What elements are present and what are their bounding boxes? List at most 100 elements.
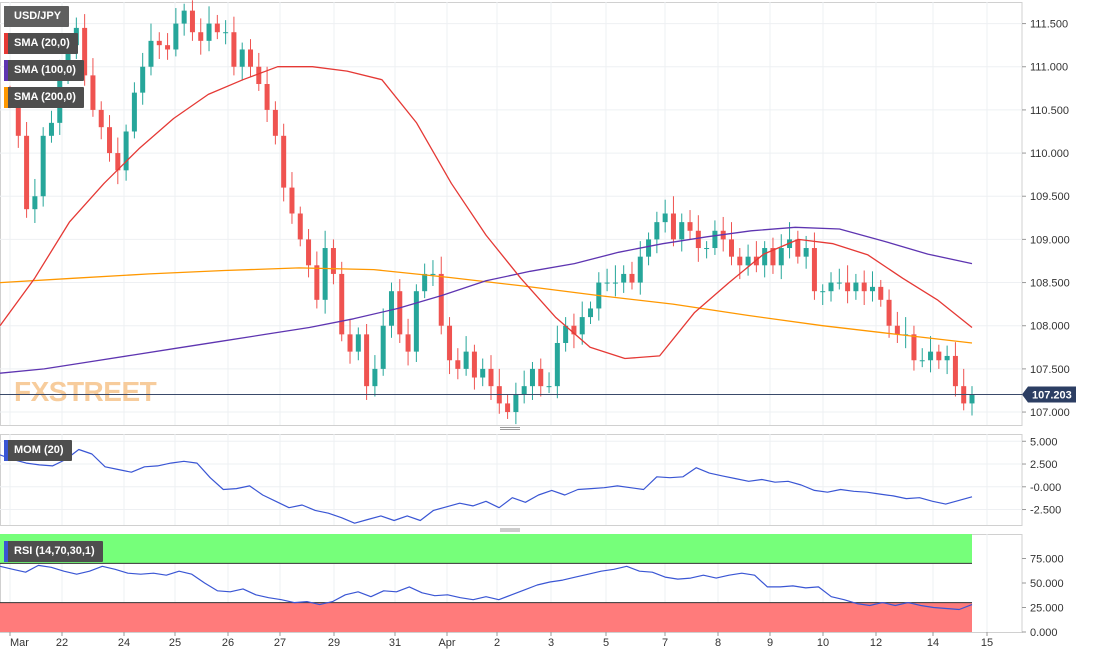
candle bbox=[944, 345, 950, 375]
candle bbox=[521, 370, 527, 404]
candle bbox=[529, 361, 535, 400]
candle-body bbox=[654, 222, 660, 240]
y-tick-label: 111.000 bbox=[1030, 62, 1068, 74]
candle-body bbox=[198, 32, 204, 41]
candle-body bbox=[936, 351, 942, 361]
candle bbox=[612, 265, 618, 297]
candle bbox=[513, 382, 519, 425]
candle-body bbox=[612, 282, 618, 284]
candle-body bbox=[115, 153, 121, 171]
candle-body bbox=[447, 325, 453, 361]
candle bbox=[281, 123, 287, 202]
candle bbox=[32, 178, 38, 223]
last-price-tag bbox=[1022, 386, 1076, 403]
rsi-label[interactable]: RSI (14,70,30,1) bbox=[4, 541, 103, 562]
x-tick-label: 7 bbox=[662, 637, 668, 649]
sma100-line bbox=[0, 226, 973, 374]
symbol-label[interactable]: USD/JPY bbox=[4, 6, 70, 27]
candle-body bbox=[795, 239, 801, 257]
candle-body bbox=[322, 248, 328, 300]
candle bbox=[98, 101, 104, 140]
candle bbox=[189, 0, 195, 41]
candle-body bbox=[778, 248, 784, 266]
candle bbox=[488, 355, 494, 400]
candle-body bbox=[604, 282, 610, 284]
candle-body bbox=[281, 135, 287, 188]
candle bbox=[571, 313, 577, 349]
candle-body bbox=[944, 355, 950, 361]
candle bbox=[447, 317, 453, 375]
y-tick-label: 108.000 bbox=[1030, 321, 1070, 333]
y-tick-label: 107.500 bbox=[1030, 364, 1070, 376]
candle-body bbox=[364, 334, 370, 387]
x-tick-label: 5 bbox=[603, 637, 609, 649]
candle-body bbox=[90, 75, 96, 110]
candle bbox=[778, 234, 784, 280]
candle bbox=[886, 289, 892, 338]
sma100-label[interactable]: SMA (100,0) bbox=[4, 60, 84, 81]
candle bbox=[198, 18, 204, 55]
candle bbox=[911, 325, 917, 371]
candle-body bbox=[554, 342, 560, 387]
candle-body bbox=[165, 45, 171, 50]
candle-body bbox=[505, 403, 511, 413]
candle bbox=[588, 301, 594, 324]
candle bbox=[107, 115, 113, 162]
sma20-line bbox=[0, 66, 973, 360]
candle-body bbox=[380, 325, 386, 369]
x-tick-label: 3 bbox=[548, 637, 554, 649]
x-tick-label: 26 bbox=[222, 637, 234, 649]
candle-body bbox=[621, 273, 627, 283]
candle bbox=[861, 270, 867, 306]
candle-body bbox=[422, 273, 428, 292]
y-tick-label: 0.000 bbox=[1030, 627, 1058, 639]
mom-line bbox=[0, 448, 973, 524]
candle-body bbox=[24, 135, 30, 210]
candle bbox=[156, 32, 162, 59]
candle bbox=[654, 211, 660, 254]
candle bbox=[206, 6, 212, 52]
candle-body bbox=[214, 23, 220, 33]
candle-body bbox=[15, 101, 21, 136]
candle bbox=[289, 172, 295, 224]
candle bbox=[181, 3, 187, 36]
candle-body bbox=[264, 84, 270, 110]
candle-body bbox=[471, 351, 477, 378]
candle-body bbox=[861, 282, 867, 292]
y-tick-label: 107.000 bbox=[1030, 407, 1070, 419]
candle-body bbox=[646, 239, 652, 257]
candle bbox=[604, 268, 610, 292]
panel-frame-1 bbox=[0, 2, 1023, 426]
candle bbox=[670, 196, 676, 247]
candle-body bbox=[388, 291, 394, 326]
candle bbox=[554, 325, 560, 399]
candle-body bbox=[894, 325, 900, 335]
candle bbox=[836, 268, 842, 290]
x-tick-label: 31 bbox=[389, 637, 401, 649]
candle-body bbox=[297, 213, 303, 240]
candle-body bbox=[372, 368, 378, 387]
candle-body bbox=[563, 325, 569, 343]
sma20-label[interactable]: SMA (20,0) bbox=[4, 33, 78, 54]
candle-body bbox=[538, 368, 544, 387]
candle bbox=[256, 52, 262, 91]
y-tick-label: 110.500 bbox=[1030, 105, 1069, 117]
candle-body bbox=[107, 127, 113, 154]
candle bbox=[803, 235, 809, 269]
candle-body bbox=[148, 40, 154, 67]
candle bbox=[306, 229, 312, 278]
candle-body bbox=[521, 386, 527, 395]
x-tick-label: 15 bbox=[981, 637, 993, 649]
sma200-label[interactable]: SMA (200,0) bbox=[4, 87, 84, 108]
candle-body bbox=[679, 222, 685, 240]
candle-body bbox=[140, 66, 146, 93]
candle-body bbox=[662, 213, 668, 223]
mom-label[interactable]: MOM (20) bbox=[4, 440, 72, 461]
candle-body bbox=[289, 187, 295, 214]
last-price-label: 107.203 bbox=[1032, 390, 1072, 402]
candle-body bbox=[455, 360, 461, 369]
candle bbox=[712, 220, 718, 255]
candle bbox=[239, 42, 245, 81]
candle-body bbox=[397, 291, 403, 335]
